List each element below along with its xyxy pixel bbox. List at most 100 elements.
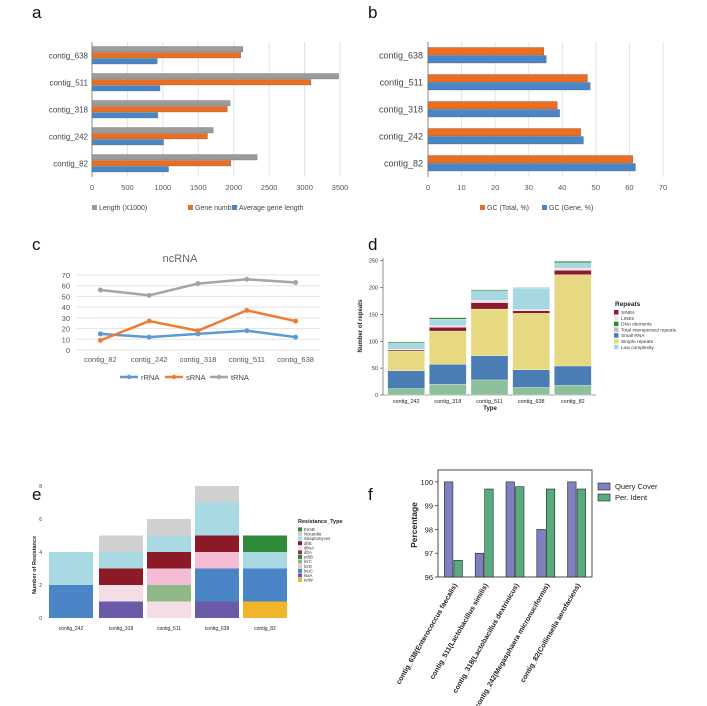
legend-swatch-d <box>614 321 619 327</box>
stack-segment-e <box>147 535 191 552</box>
stack-segment-d <box>429 325 467 328</box>
category-label-d: contig_318 <box>434 399 461 405</box>
tick-label-c: 60 <box>62 282 70 291</box>
tick-label-f: 98 <box>425 525 433 534</box>
tick-label-a: 3500 <box>332 183 349 192</box>
stack-segment-e <box>49 585 93 618</box>
stack-segment-e <box>195 585 239 602</box>
data-point-c <box>244 328 250 334</box>
tick-label-d: 0 <box>375 393 378 399</box>
panel-label-b: b <box>368 3 377 22</box>
stack-segment-d <box>387 341 425 344</box>
legend-swatch-a <box>232 205 237 210</box>
tick-label-b: 20 <box>491 183 499 192</box>
stack-segment-d <box>512 387 550 396</box>
bar-b <box>427 136 584 145</box>
stack-segment-d <box>470 302 509 310</box>
legend-swatch-e <box>298 536 302 541</box>
stack-segment-d <box>512 313 550 370</box>
legend-swatch-e <box>298 578 302 582</box>
bar-f <box>567 481 577 578</box>
category-label-a: contig_318 <box>49 106 89 115</box>
category-label-e: contig_511 <box>157 626 181 632</box>
category-label-a: contig_82 <box>53 160 88 169</box>
stack-segment-d <box>470 355 509 381</box>
legend-label-e: dfrA <box>304 550 312 555</box>
tick-label-a: 0 <box>90 183 94 192</box>
stack-segment-d <box>554 385 592 396</box>
stack-segment-d <box>512 310 550 314</box>
stack-segment-e <box>147 585 191 602</box>
bar-b <box>427 163 636 172</box>
category-label-b: contig_242 <box>379 132 423 142</box>
bar-b <box>427 128 581 137</box>
legend-marker-c <box>126 374 132 380</box>
data-point-c <box>293 334 299 340</box>
stack-segment-d <box>512 287 550 289</box>
chart-title-c: ncRNA <box>163 253 199 265</box>
legend-label-f: Per. Ident <box>615 493 648 502</box>
legend-swatch-d <box>614 310 619 315</box>
panel-label-a: a <box>32 3 42 22</box>
legend-label-a: Average gene length <box>239 205 304 212</box>
stack-segment-d <box>429 317 467 320</box>
bar-f <box>536 529 546 578</box>
bar-b <box>427 109 560 118</box>
tick-label-a: 500 <box>121 183 134 192</box>
legend-label-b: GC (Total, %) <box>487 205 529 212</box>
bar-a <box>91 127 214 134</box>
bar-a <box>91 133 208 140</box>
legend-swatch-d <box>614 315 619 321</box>
tick-label-a: 3000 <box>296 183 313 192</box>
stack-segment-e <box>195 601 239 618</box>
legend-swatch-a <box>92 205 97 210</box>
category-label-f: contig_318(Lactobacillus dextrinicus) <box>452 583 521 695</box>
stack-segment-d <box>429 364 467 385</box>
category-label-d: contig_242 <box>393 399 420 405</box>
legend-label-e: lnuC <box>304 568 313 573</box>
bar-f <box>515 486 525 578</box>
tick-label-f: 100 <box>420 478 433 487</box>
stack-segment-d <box>387 370 425 389</box>
stack-segment-e <box>99 601 143 618</box>
legend-label-d: Small RNA <box>621 333 645 339</box>
stack-segment-e <box>195 502 239 536</box>
tick-label-c: 50 <box>62 292 70 301</box>
stack-segment-e <box>243 601 287 618</box>
legend-label-e: ethB <box>304 555 313 560</box>
legend-label-e: ErmB <box>304 527 315 532</box>
stack-segment-e <box>99 535 143 552</box>
legend-label-e: lsaA <box>304 573 312 578</box>
tick-label-b: 40 <box>558 183 566 192</box>
stack-segment-d <box>512 369 550 388</box>
tick-label-b: 50 <box>592 183 600 192</box>
bar-a <box>91 100 231 107</box>
category-label-a: contig_511 <box>49 79 88 88</box>
stack-segment-e <box>49 552 93 585</box>
legend-label-f: Query Cover <box>615 482 658 491</box>
legend-swatch-d <box>614 344 619 350</box>
legend-label-e: lnrD <box>304 564 312 569</box>
category-label-b: contig_638 <box>379 51 423 61</box>
x-axis-label-d: Type <box>483 406 497 412</box>
stack-segment-d <box>387 350 425 371</box>
stack-segment-d <box>512 309 550 311</box>
bar-b <box>427 101 558 110</box>
legend-swatch-f <box>597 482 611 491</box>
stack-segment-d <box>554 274 592 367</box>
tick-label-a: 2000 <box>225 183 242 192</box>
tick-label-a: 2500 <box>261 183 278 192</box>
legend-swatch-e <box>298 550 302 555</box>
category-label-f: contig_82(Collinsella aerofaciens) <box>520 583 583 685</box>
category-label-e: contig_82 <box>254 626 276 632</box>
stack-segment-d <box>470 308 509 356</box>
bar-b <box>427 82 591 91</box>
category-label-d: contig_638 <box>518 399 545 405</box>
y-axis-label-e: Number of Resistance <box>32 536 38 594</box>
bar-f <box>474 552 485 578</box>
bar-b <box>427 74 588 83</box>
panel-label-e: e <box>32 485 41 504</box>
bar-a <box>91 166 169 173</box>
tick-label-b: 30 <box>525 183 533 192</box>
